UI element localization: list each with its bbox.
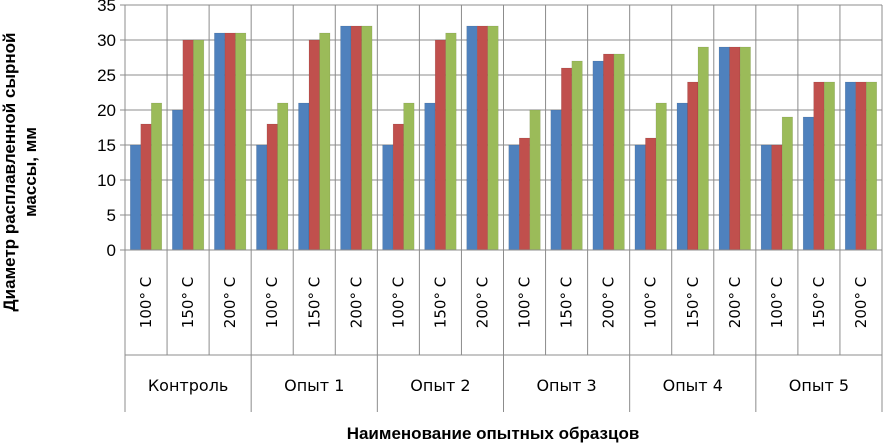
bar xyxy=(214,32,226,251)
bar xyxy=(298,102,310,251)
bar xyxy=(561,67,573,251)
y-tick-label: 20 xyxy=(97,101,116,120)
subcategory-label: 200° C xyxy=(221,277,239,328)
bar xyxy=(529,109,541,251)
y-tick-label: 0 xyxy=(107,241,116,260)
bar xyxy=(802,116,814,251)
subcategory-label: 100° C xyxy=(642,277,660,328)
bar xyxy=(634,144,646,251)
bar xyxy=(519,137,531,251)
bar xyxy=(476,25,488,251)
bar xyxy=(151,102,163,251)
subcategory-label: 200° C xyxy=(347,277,365,328)
bar xyxy=(855,81,867,251)
y-tick-label: 10 xyxy=(97,171,116,190)
bar xyxy=(655,102,667,251)
bar xyxy=(487,25,499,251)
bar xyxy=(445,32,457,251)
subcategory-label: 150° C xyxy=(431,277,449,328)
bar xyxy=(266,123,278,251)
bar xyxy=(140,123,152,251)
bar xyxy=(466,25,478,251)
bar xyxy=(844,81,856,251)
subcategory-label: 100° C xyxy=(263,277,281,328)
bar xyxy=(392,123,404,251)
subcategory-label: 200° C xyxy=(473,277,491,328)
bar xyxy=(771,144,783,251)
y-axis-title-line2: массы, мм xyxy=(21,127,40,217)
bar xyxy=(823,81,835,251)
bar xyxy=(172,109,184,251)
subcategory-label: 150° C xyxy=(558,277,576,328)
bar xyxy=(508,144,520,251)
bar xyxy=(676,102,688,251)
subcategory-label: 100° C xyxy=(137,277,155,328)
subcategory-label: 150° C xyxy=(179,277,197,328)
bar xyxy=(256,144,268,251)
y-tick-label: 25 xyxy=(97,66,116,85)
bar xyxy=(729,46,741,251)
bar xyxy=(603,53,615,251)
bar xyxy=(308,39,320,251)
subcategory-label: 100° C xyxy=(389,277,407,328)
axis-labels: 0 5 10 15 20 25 30 35 100° C 150° C 200° C Контроль… xyxy=(97,0,870,395)
subcategory-label: 200° C xyxy=(852,277,870,328)
subcategory-label: 200° C xyxy=(600,277,618,328)
bar xyxy=(645,137,657,251)
subcategory-label: 200° C xyxy=(726,277,744,328)
bar xyxy=(350,25,362,251)
y-tick-label: 5 xyxy=(107,206,116,225)
group-label: Опыт 4 xyxy=(663,376,723,395)
subcategory-label: 150° C xyxy=(305,277,323,328)
bar xyxy=(592,60,604,251)
bar xyxy=(424,102,436,251)
bar xyxy=(813,81,825,251)
bar xyxy=(434,39,446,251)
bar xyxy=(182,39,194,251)
y-tick-label: 30 xyxy=(97,31,116,50)
bar xyxy=(382,144,394,251)
bar xyxy=(718,46,730,251)
bar xyxy=(571,60,583,251)
bar xyxy=(781,116,793,251)
bar xyxy=(235,32,247,251)
bar xyxy=(613,53,625,251)
bar xyxy=(224,32,236,251)
group-label: Опыт 3 xyxy=(536,376,596,395)
bar xyxy=(193,39,205,251)
bar xyxy=(687,81,699,251)
bar xyxy=(130,144,142,251)
group-label: Опыт 2 xyxy=(410,376,470,395)
bars xyxy=(130,25,877,251)
axes xyxy=(120,4,883,412)
subcategory-label: 100° C xyxy=(516,277,534,328)
bar xyxy=(739,46,751,251)
group-label: Опыт 5 xyxy=(789,376,849,395)
bar xyxy=(361,25,373,251)
group-label: Контроль xyxy=(148,376,229,395)
bar xyxy=(760,144,772,251)
bar xyxy=(697,46,709,251)
y-tick-label: 15 xyxy=(97,136,116,155)
subcategory-label: 100° C xyxy=(768,277,786,328)
subcategory-label: 150° C xyxy=(684,277,702,328)
x-axis-title: Наименование опытных образцов xyxy=(347,424,640,443)
bar xyxy=(865,81,877,251)
bar xyxy=(340,25,352,251)
bar xyxy=(403,102,415,251)
group-label: Опыт 1 xyxy=(284,376,344,395)
y-tick-label: 35 xyxy=(97,0,116,15)
bar xyxy=(319,32,331,251)
gridlines xyxy=(124,4,883,251)
subcategory-label: 150° C xyxy=(810,277,828,328)
bar xyxy=(277,102,289,251)
y-axis-title-line1: Диаметр расплавленной сырной xyxy=(0,33,19,312)
bar xyxy=(550,109,562,251)
